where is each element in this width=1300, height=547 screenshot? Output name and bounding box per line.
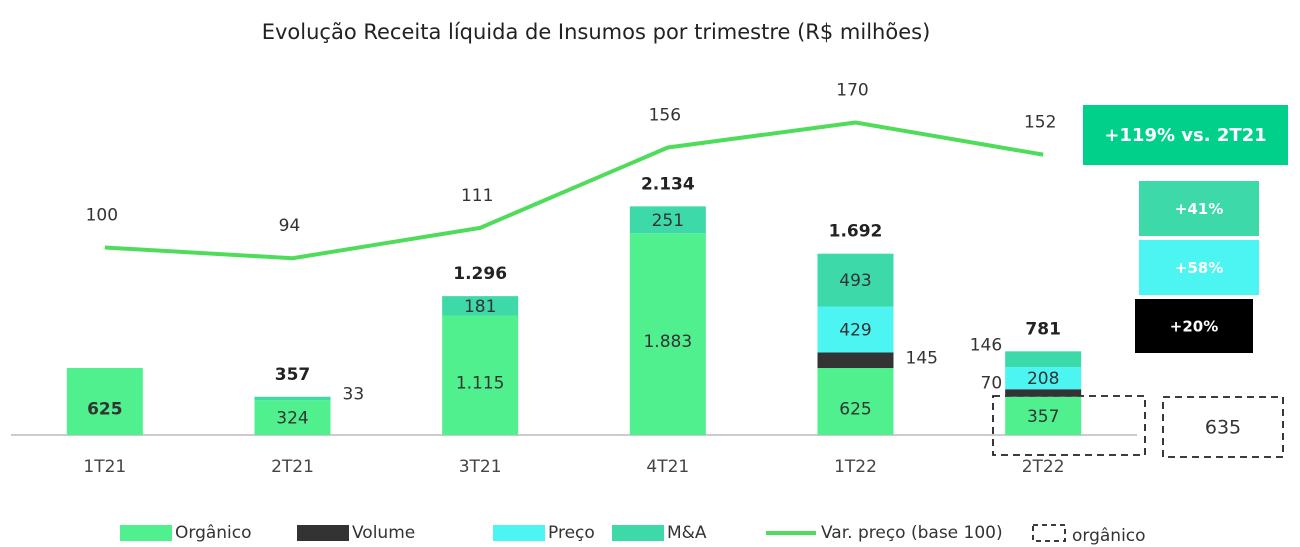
data-label: 625 [839,400,871,420]
bar-segment [629,233,706,435]
x-tick-label: 2T21 [271,457,314,477]
total-label: 2.134 [641,174,695,194]
legend-label: Preço [548,523,595,543]
data-label: 493 [839,271,871,291]
bar-segment [629,206,706,234]
total-label: 1.692 [829,222,883,242]
chart-title: Evolução Receita líquida de Insumos por … [262,20,931,44]
bar-segment [254,396,331,401]
bar-segment [1005,366,1082,390]
bar-segment [817,352,894,369]
bar-segment [1005,389,1082,397]
annotation-box [1135,299,1253,353]
total-label: 1.296 [453,264,507,284]
line-label: 156 [649,106,681,126]
x-tick-label: 1T22 [834,457,877,477]
annotation-box [1139,240,1259,295]
legend-swatch [612,525,664,541]
legend-swatch [1032,524,1066,542]
legend-label: Var. preço (base 100) [821,523,1003,543]
legend-label: orgânico [1072,526,1146,546]
x-tick-label: 3T21 [459,457,502,477]
bar-segment [66,368,143,435]
annotation-box [1083,105,1288,165]
line-label: 111 [461,186,493,206]
data-label: 357 [1027,407,1059,427]
data-label: 208 [1027,369,1059,389]
annotation: 635 [1205,417,1241,439]
x-tick-label: 1T21 [83,457,126,477]
data-label: 1.883 [643,332,692,352]
annotation: +20% [1170,318,1218,336]
bar-segment [254,400,331,435]
bar-segment [817,368,894,435]
data-label: 181 [464,297,496,317]
legend-label: Orgânico [175,523,252,543]
annotation: +58% [1175,259,1223,277]
data-label: 324 [276,409,308,429]
bar-segment [817,253,894,307]
bar-segment [442,315,519,435]
legend-label: Volume [352,523,415,543]
legend-swatch [297,525,349,541]
legend-swatch [120,525,172,541]
line-label: 94 [279,216,301,236]
data-label: 33 [343,385,365,405]
line-label: 152 [1024,113,1056,133]
annotation: +41% [1175,200,1223,218]
bar-segment [1005,351,1082,367]
line [104,120,1044,261]
bar-segment [817,306,894,353]
bar-segment [442,296,519,316]
data-label: 625 [87,400,123,420]
legend-label: M&A [667,523,707,543]
data-label: 251 [652,211,684,231]
data-label: 429 [839,321,871,341]
x-tick-label: 2T22 [1022,457,1065,477]
annotation: +119% vs. 2T21 [1104,125,1266,146]
data-label: 70 [981,373,1003,393]
legend-swatch [493,525,545,541]
line-label: 100 [86,206,118,226]
data-label: 146 [970,335,1002,355]
data-label: 145 [906,349,938,369]
bar-segment [1005,396,1082,435]
total-label: 781 [1025,319,1061,339]
total-label: 357 [275,365,311,385]
x-tick-label: 4T21 [646,457,689,477]
data-label: 1.115 [456,373,505,393]
line-label: 170 [836,81,868,101]
annotation-box [1139,181,1259,236]
dashed-box [1162,396,1284,458]
